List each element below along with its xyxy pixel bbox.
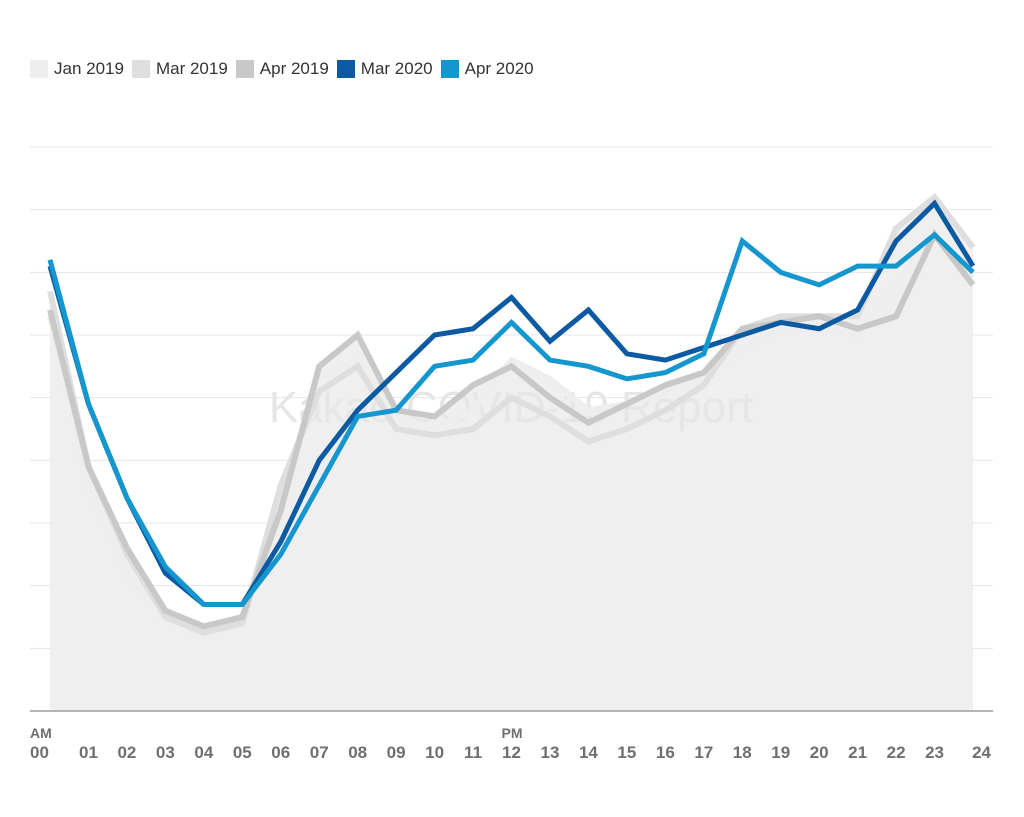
x-tick-label: 08 xyxy=(348,743,367,762)
legend-item-mar-2019[interactable]: Mar 2019 xyxy=(131,59,228,79)
legend-label: Apr 2020 xyxy=(464,59,534,78)
x-tick-label: 17 xyxy=(694,743,713,762)
x-tick-label: 21 xyxy=(848,743,867,762)
legend-swatch xyxy=(131,60,150,78)
x-tick-label: 24 xyxy=(972,743,991,762)
x-tick-label: 02 xyxy=(117,743,136,762)
x-tick-label: 23 xyxy=(925,743,944,762)
x-tick-label: 03 xyxy=(156,743,175,762)
legend-swatch xyxy=(30,60,48,78)
x-tick-label: 12 xyxy=(502,743,521,762)
x-tick-label: 01 xyxy=(79,743,98,762)
legend-item-jan-2019[interactable]: Jan 2019 xyxy=(30,59,124,79)
legend-label: Mar 2019 xyxy=(155,59,228,78)
x-tick-label: 04 xyxy=(194,743,213,762)
x-tick-label: 19 xyxy=(771,743,790,762)
period-label-am: AM xyxy=(30,725,52,741)
legend-item-apr-2020[interactable]: Apr 2020 xyxy=(440,59,534,79)
x-tick-label: 05 xyxy=(233,743,252,762)
series-line-apr-2020 xyxy=(47,231,975,607)
shaded-area xyxy=(50,197,973,712)
chart-legend: Jan 2019 Mar 2019 Apr 2019 Mar 2020 Apr … xyxy=(30,57,542,81)
x-tick-label: 11 xyxy=(464,743,482,762)
legend-item-apr-2019[interactable]: Apr 2019 xyxy=(235,59,329,79)
legend-label: Jan 2019 xyxy=(54,59,124,78)
x-tick-label: 06 xyxy=(271,743,290,762)
legend-swatch xyxy=(235,60,254,78)
series-lines xyxy=(47,192,976,640)
x-tick-label: 16 xyxy=(656,743,675,762)
x-tick-label: 20 xyxy=(810,743,829,762)
legend-swatch xyxy=(440,60,459,78)
x-tick-label: 13 xyxy=(540,743,559,762)
legend-label: Apr 2019 xyxy=(259,59,329,78)
legend-swatch xyxy=(336,60,355,78)
background-area xyxy=(50,197,973,712)
x-tick-label: 09 xyxy=(387,743,406,762)
x-tick-label: 15 xyxy=(617,743,636,762)
x-tick-label: 00 xyxy=(30,743,49,762)
legend-label: Mar 2020 xyxy=(360,59,433,78)
x-tick-label: 07 xyxy=(310,743,329,762)
x-tick-label: 10 xyxy=(425,743,444,762)
legend-item-mar-2020[interactable]: Mar 2020 xyxy=(336,59,433,79)
x-tick-label: 18 xyxy=(733,743,752,762)
x-tick-label: 14 xyxy=(579,743,598,762)
series-line-apr-2019 xyxy=(47,229,976,630)
x-axis-ticks: 00 01 02 03 04 05 06 07 08 09 10 11 12 13 14 15 16 17 18 19… xyxy=(30,725,992,762)
watermark: Kakao COVID-19 Report xyxy=(269,383,753,432)
period-label-pm: PM xyxy=(502,725,523,741)
x-tick-label: 22 xyxy=(887,743,906,762)
